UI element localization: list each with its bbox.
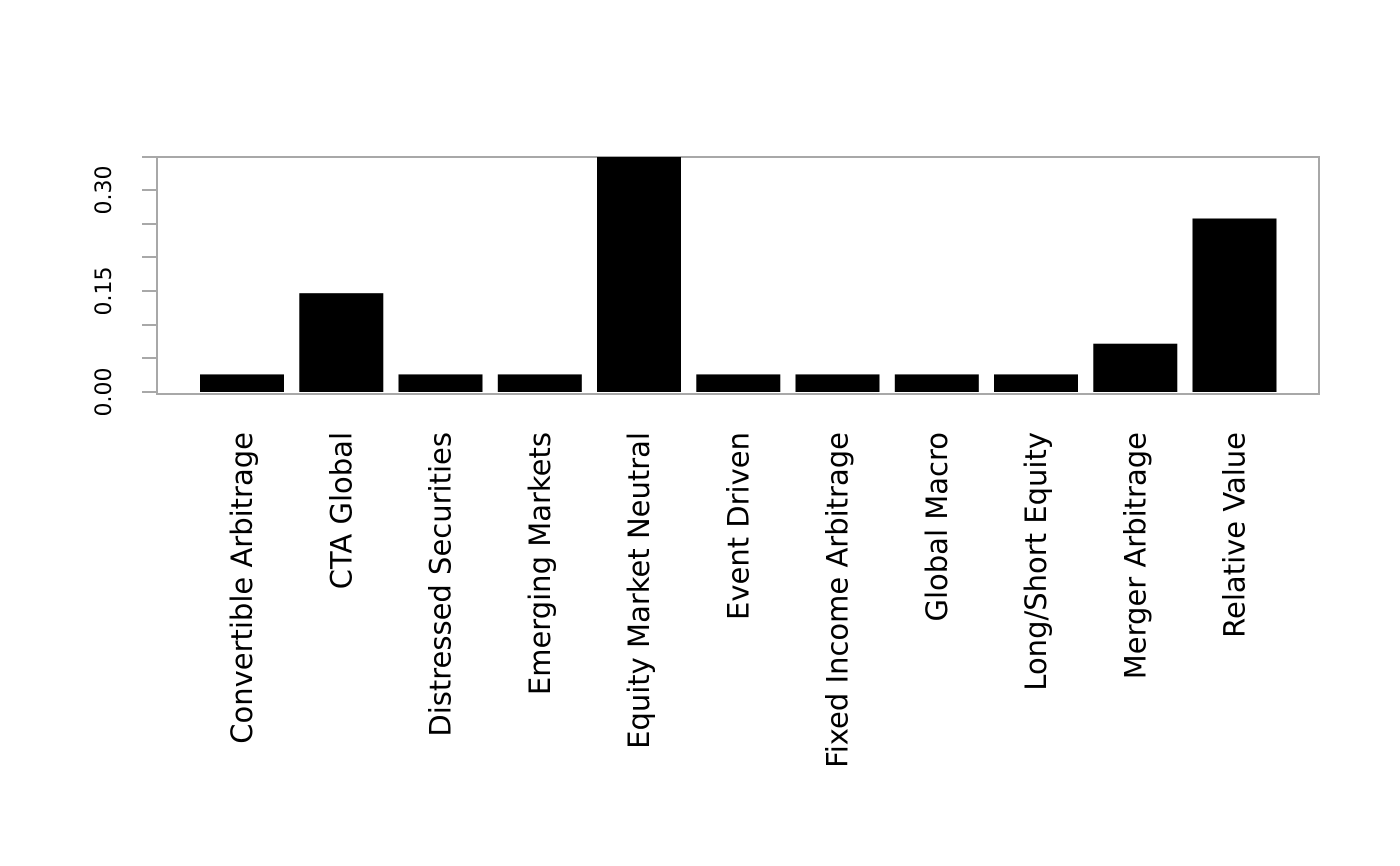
bar <box>696 374 781 392</box>
x-category-label: Emerging Markets <box>523 432 557 695</box>
x-category-label: Equity Market Neutral <box>622 432 656 749</box>
y-tick-label: 0.00 <box>92 368 117 417</box>
y-tick-label: 0.30 <box>92 166 117 215</box>
bar <box>1192 218 1277 392</box>
x-category-label: Fixed Income Arbitrage <box>821 432 855 768</box>
x-category-label: Global Macro <box>920 432 954 622</box>
bar <box>894 374 979 392</box>
bar <box>497 374 582 392</box>
bar <box>1093 343 1178 392</box>
x-category-label: Distressed Securities <box>424 432 458 737</box>
bar <box>398 374 483 392</box>
y-tick-label: 0.15 <box>92 267 117 316</box>
bars-group <box>200 157 1277 392</box>
x-category-label: Relative Value <box>1218 432 1252 638</box>
bar <box>597 157 681 392</box>
bar <box>994 374 1078 392</box>
y-axis: 0.00 0.15 0.30 <box>92 156 157 417</box>
bar <box>299 293 384 392</box>
x-category-label: Merger Arbitrage <box>1118 432 1152 679</box>
x-category-label: Convertible Arbitrage <box>225 432 259 744</box>
x-axis-labels: Convertible Arbitrage CTA Global Distresse… <box>225 432 1252 768</box>
x-category-label: Event Driven <box>721 432 755 620</box>
bar <box>200 374 284 392</box>
x-category-label: Long/Short Equity <box>1019 432 1053 691</box>
bar <box>795 374 880 392</box>
x-category-label: CTA Global <box>324 432 358 589</box>
